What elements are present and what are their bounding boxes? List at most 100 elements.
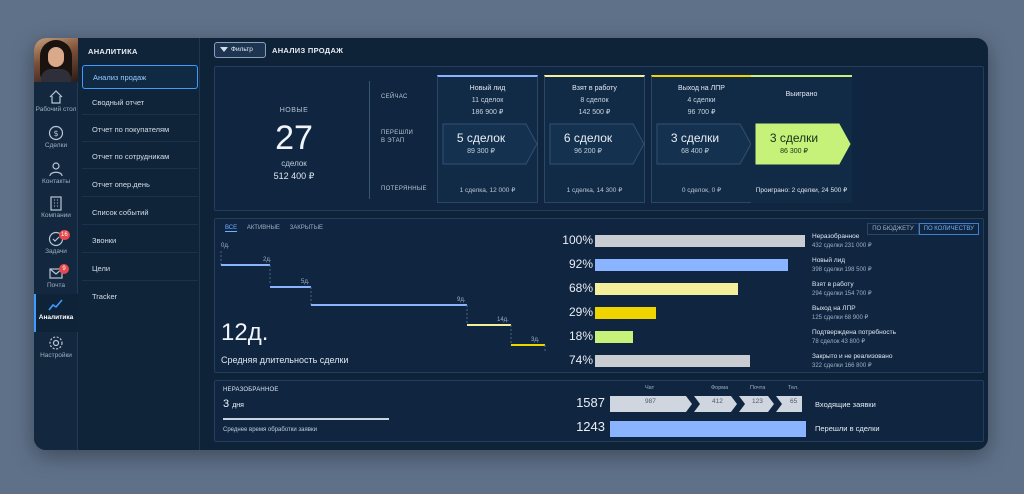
funnel-percent: 92% (555, 257, 593, 271)
avg-duration-value: 12д. (221, 319, 268, 347)
nav-item-summary-report[interactable]: Сводный отчет (82, 91, 198, 115)
new-label: НОВЫЕ (249, 107, 339, 114)
stage-moved-amount: 86 300 ₽ (751, 147, 837, 155)
rail-label: Почта (47, 282, 65, 289)
nav-item-sales-analysis[interactable]: Анализ продаж (82, 65, 198, 89)
dollar-icon: $ (48, 125, 64, 141)
analytics-icon (48, 297, 64, 313)
toggle-by-budget[interactable]: ПО БЮДЖЕТУ (867, 223, 918, 235)
incoming-label: Входящие заявки (815, 400, 876, 409)
channel-phone-value: 65 (790, 398, 797, 405)
new-unit: сделок (249, 159, 339, 168)
stage-card[interactable]: Новый лид 11 сделок 186 900 ₽ 5 сделок 8… (437, 75, 538, 203)
step-label: 14д. (497, 317, 509, 323)
stage-moved-amount: 96 200 ₽ (545, 147, 631, 155)
divider (369, 81, 370, 199)
avatar[interactable] (34, 38, 78, 82)
funnel-stage-stats: 125 сделки 68 900 ₽ (812, 314, 868, 321)
unprocessed-label: НЕРАЗОБРАННОЕ (223, 387, 279, 393)
funnel-bar[interactable] (595, 307, 656, 319)
rail-label: Настройки (40, 352, 72, 359)
channel-form-label: Форма (711, 385, 728, 391)
step-label: 0д. (221, 243, 230, 249)
funnel-bar[interactable] (595, 331, 633, 343)
funnel-stage-name: Закрыто и не реализовано (812, 353, 892, 360)
incoming-bar (610, 396, 810, 412)
rail-label: Компании (41, 212, 71, 219)
nav-item-tracker[interactable]: Tracker (82, 285, 198, 309)
rail-item-analytics[interactable]: Аналитика (34, 294, 78, 332)
funnel-bar[interactable] (595, 235, 805, 247)
filter-button[interactable]: Фильтр (214, 42, 266, 58)
unprocessed-value: 3 дня (223, 398, 244, 410)
rail-item-desktop[interactable]: Рабочий стол (34, 86, 78, 122)
stage-moved-count: 6 сделок (545, 131, 631, 145)
stage-moved-count: 3 сделки (751, 131, 837, 145)
stage-name: Выход на ЛПР (652, 85, 751, 92)
funnel-percent: 100% (555, 233, 593, 247)
stage-deals: 4 сделки (652, 97, 751, 104)
toggle-by-count[interactable]: ПО КОЛИЧЕСТВУ (919, 223, 979, 235)
nav-title: АНАЛИТИКА (88, 47, 138, 56)
row-label-moved: ПЕРЕШЛИ В ЭТАП (381, 129, 413, 145)
rail-item-contacts[interactable]: Контакты (34, 158, 78, 194)
building-icon (48, 195, 64, 211)
converted-total: 1243 (535, 419, 605, 434)
rail-label: Аналитика (39, 314, 73, 321)
rail-item-mail[interactable]: 9 Почта (34, 262, 78, 298)
funnel-stage-name: Выход на ЛПР (812, 305, 856, 312)
rail-label: Рабочий стол (36, 106, 77, 113)
tab-closed[interactable]: ЗАКРЫТЫЕ (290, 225, 323, 231)
row-label-moved-2: В ЭТАП (381, 138, 405, 144)
funnel-stage-name: Взят в работу (812, 281, 854, 288)
nav-item-events-list[interactable]: Список событий (82, 201, 198, 225)
channel-chat-value: 987 (645, 398, 656, 405)
stage-lost: 0 сделок, 0 ₽ (652, 186, 751, 194)
nav-item-calls[interactable]: Звонки (82, 229, 198, 253)
stage-card[interactable]: Взят в работу 8 сделок 142 500 ₽ 6 сдело… (544, 75, 645, 203)
rail-item-tasks[interactable]: 16 Задачи (34, 228, 78, 264)
pipeline-panel: НОВЫЕ 27 сделок 512 400 ₽ СЕЙЧАС ПЕРЕШЛИ… (214, 66, 984, 211)
stage-name: Новый лид (438, 85, 537, 92)
nav-item-customers-report[interactable]: Отчет по покупателям (82, 118, 198, 142)
nav-item-employees-report[interactable]: Отчет по сотрудникам (82, 145, 198, 169)
funnel-bar[interactable] (595, 355, 750, 367)
rail-label: Контакты (42, 178, 70, 185)
stage-moved-count: 5 сделок (438, 131, 524, 145)
stage-name: Взят в работу (545, 85, 644, 92)
rail-item-settings[interactable]: Настройки (34, 332, 78, 368)
rail-item-companies[interactable]: Компании (34, 192, 78, 228)
stage-deals: 8 сделок (545, 97, 644, 104)
new-count: 27 (249, 119, 339, 158)
unprocessed-number: 3 (223, 398, 229, 410)
stage-amount: 96 700 ₽ (652, 108, 751, 116)
funnel-bar[interactable] (595, 283, 738, 295)
svg-text:$: $ (53, 129, 58, 138)
stage-moved-count: 3 сделки (652, 131, 738, 145)
row-label-now: СЕЙЧАС (381, 93, 408, 101)
step-label: 9д. (457, 297, 466, 303)
tab-all[interactable]: ВСЕ (225, 225, 237, 232)
tab-active[interactable]: АКТИВНЫЕ (247, 225, 280, 231)
unprocessed-unit: дня (232, 402, 244, 409)
funnel-stage-stats: 432 сделки 231 000 ₽ (812, 242, 872, 249)
step-label: 5д. (301, 279, 310, 285)
nav-item-goals[interactable]: Цели (82, 257, 198, 281)
gear-icon (48, 335, 64, 351)
channel-form-value: 412 (712, 398, 723, 405)
step-label: 3д. (531, 337, 540, 343)
stage-lost: Проиграно: 2 сделки, 24 500 ₽ (751, 186, 852, 194)
nav-item-operday-report[interactable]: Отчет опер.день (82, 173, 198, 197)
channel-chat-label: Чат (645, 385, 654, 391)
stage-card-won[interactable]: Выиграно 3 сделки 86 300 ₽ Проиграно: 2 … (751, 75, 852, 203)
channel-mail-label: Почта (750, 385, 765, 391)
stage-card[interactable]: Выход на ЛПР 4 сделки 96 700 ₽ 3 сделки … (651, 75, 752, 203)
stage-moved-amount: 89 300 ₽ (438, 147, 524, 155)
tasks-badge: 16 (59, 230, 70, 240)
rail-item-deals[interactable]: $ Сделки (34, 122, 78, 158)
funnel-bar[interactable] (595, 259, 788, 271)
main-content: Фильтр АНАЛИЗ ПРОДАЖ НОВЫЕ 27 сделок 512… (200, 38, 988, 450)
funnel-stage-stats: 322 сделки 166 800 ₽ (812, 362, 872, 369)
row-label-moved-1: ПЕРЕШЛИ (381, 130, 413, 136)
incoming-total: 1587 (535, 395, 605, 410)
